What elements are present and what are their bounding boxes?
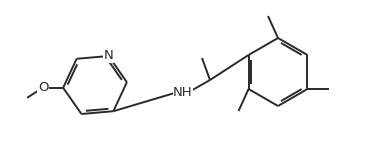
Text: NH: NH	[173, 86, 193, 100]
Text: O: O	[38, 81, 48, 94]
Text: N: N	[104, 49, 113, 62]
